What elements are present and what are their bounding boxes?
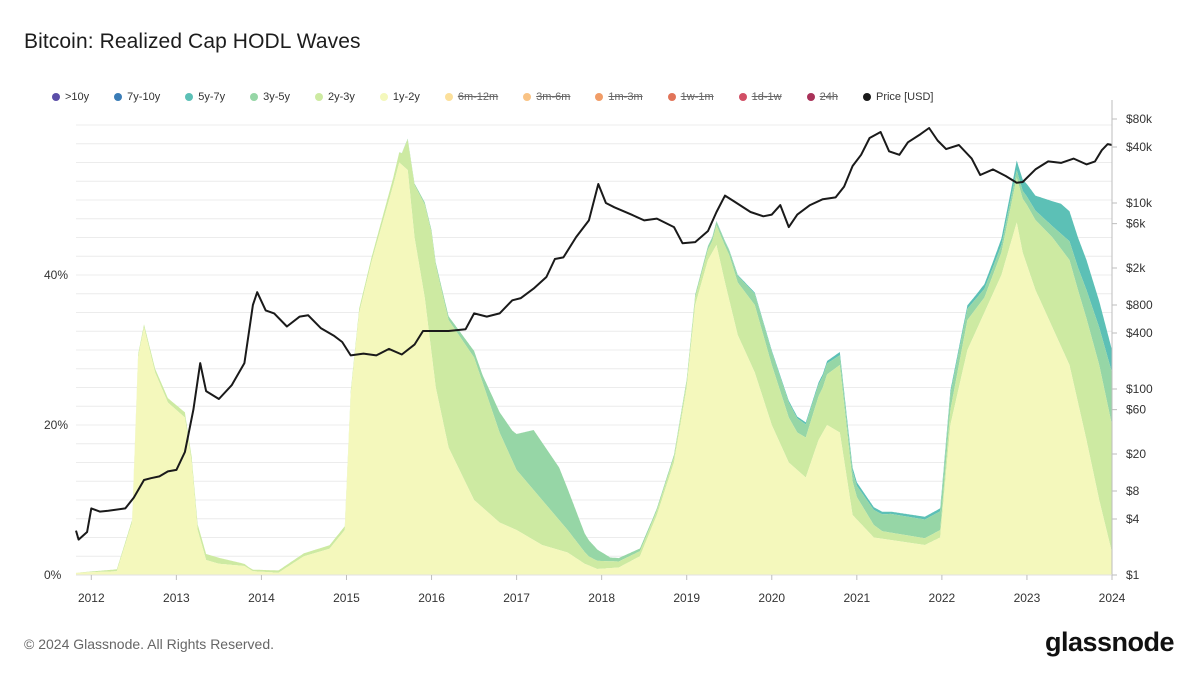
legend-label: 3y-5y — [263, 91, 291, 103]
legend-dot-icon — [738, 93, 747, 101]
x-tick-label: 2014 — [248, 591, 275, 605]
y-right-tick-label: $800 — [1126, 298, 1153, 312]
legend-item-1y-2y[interactable]: 1y-2y — [379, 91, 420, 103]
x-tick-label: 2022 — [929, 591, 956, 605]
y-right-tick-label: $400 — [1126, 326, 1153, 340]
legend-dot-icon — [862, 93, 871, 101]
x-tick-label: 2018 — [588, 591, 615, 605]
legend-dot-icon — [379, 93, 388, 101]
legend-item-10y[interactable]: >10y — [52, 91, 89, 103]
copyright-text: © 2024 Glassnode. All Rights Reserved. — [24, 636, 275, 652]
legend-item-24h[interactable]: 24h — [806, 91, 838, 103]
y-right-tick-label: $4 — [1126, 512, 1140, 526]
x-tick-label: 2015 — [333, 591, 360, 605]
legend-dot-icon — [52, 93, 60, 101]
legend-item-6m-12m[interactable]: 6m-12m — [444, 91, 499, 103]
legend-item-3m-6m[interactable]: 3m-6m — [523, 91, 570, 103]
legend-dot-icon — [523, 93, 532, 101]
legend-dot-icon — [667, 93, 676, 101]
x-tick-label: 2023 — [1014, 591, 1041, 605]
x-tick-label: 2024 — [1099, 591, 1126, 605]
legend-label: >10y — [65, 91, 90, 103]
y-left-tick-label: 0% — [44, 568, 62, 582]
glassnode-logo: glassnode — [1044, 627, 1175, 657]
x-tick-label: 2016 — [418, 591, 445, 605]
legend-label: 1w-1m — [680, 91, 714, 103]
area-series-1y-2y — [76, 162, 1112, 575]
legend-label: 5y-7y — [198, 91, 226, 103]
y-left-tick-label: 20% — [44, 418, 68, 432]
y-right-tick-label: $20 — [1126, 447, 1146, 461]
legend-item-1m-3m[interactable]: 1m-3m — [595, 91, 643, 103]
legend-label: 2y-3y — [328, 91, 355, 103]
legend-dot-icon — [185, 93, 194, 101]
legend-label: Price [USD] — [875, 91, 934, 103]
legend: >10y 7y-10y 5y-7y 3y-5y 2y-3y 1y-2y 6m-12m 3m-6… — [52, 91, 958, 103]
y-right-tick-label: $8 — [1126, 484, 1140, 498]
legend-label: 7y-10y — [127, 91, 161, 103]
legend-dot-icon — [806, 93, 815, 101]
x-tick-label: 2013 — [163, 591, 190, 605]
y-right-tick-label: $2k — [1126, 261, 1146, 275]
legend-label: 24h — [819, 91, 838, 103]
legend-dot-icon — [114, 93, 123, 101]
x-tick-label: 2021 — [843, 591, 870, 605]
legend-item-price-usd[interactable]: Price [USD] — [862, 91, 934, 103]
legend-label: 1d-1w — [751, 91, 782, 103]
y-right-tick-label: $60 — [1126, 403, 1146, 417]
legend-dot-icon — [444, 93, 453, 101]
legend-dot-icon — [315, 93, 324, 101]
price-line — [75, 127, 1113, 541]
chart-title: Bitcoin: Realized Cap HODL Waves — [24, 30, 361, 53]
y-right-tick-label: $100 — [1126, 382, 1153, 396]
legend-label: 1y-2y — [392, 91, 420, 103]
legend-item-1d-1w[interactable]: 1d-1w — [738, 91, 782, 103]
x-tick-label: 2012 — [78, 591, 105, 605]
legend-label: 1m-3m — [608, 91, 643, 103]
legend-item-3y-5y[interactable]: 3y-5y — [250, 91, 290, 103]
legend-item-2y-3y[interactable]: 2y-3y — [315, 91, 355, 103]
legend-item-7y-10y[interactable]: 7y-10y — [114, 91, 160, 103]
legend-item-1w-1m[interactable]: 1w-1m — [667, 91, 714, 103]
x-tick-label: 2017 — [503, 591, 530, 605]
legend-item-5y-7y[interactable]: 5y-7y — [185, 91, 225, 103]
legend-label: 3m-6m — [536, 91, 571, 103]
y-right-tick-label: $40k — [1126, 140, 1153, 154]
y-right-tick-label: $10k — [1126, 196, 1153, 210]
legend-label: 6m-12m — [457, 91, 499, 103]
x-tick-label: 2020 — [758, 591, 785, 605]
y-right-tick-label: $1 — [1126, 568, 1140, 582]
legend-dot-icon — [250, 93, 259, 101]
legend-dot-icon — [595, 93, 604, 101]
x-tick-label: 2019 — [673, 591, 700, 605]
y-right-tick-label: $80k — [1126, 112, 1153, 126]
y-right-tick-label: $6k — [1126, 217, 1146, 231]
y-left-tick-label: 40% — [44, 268, 68, 282]
